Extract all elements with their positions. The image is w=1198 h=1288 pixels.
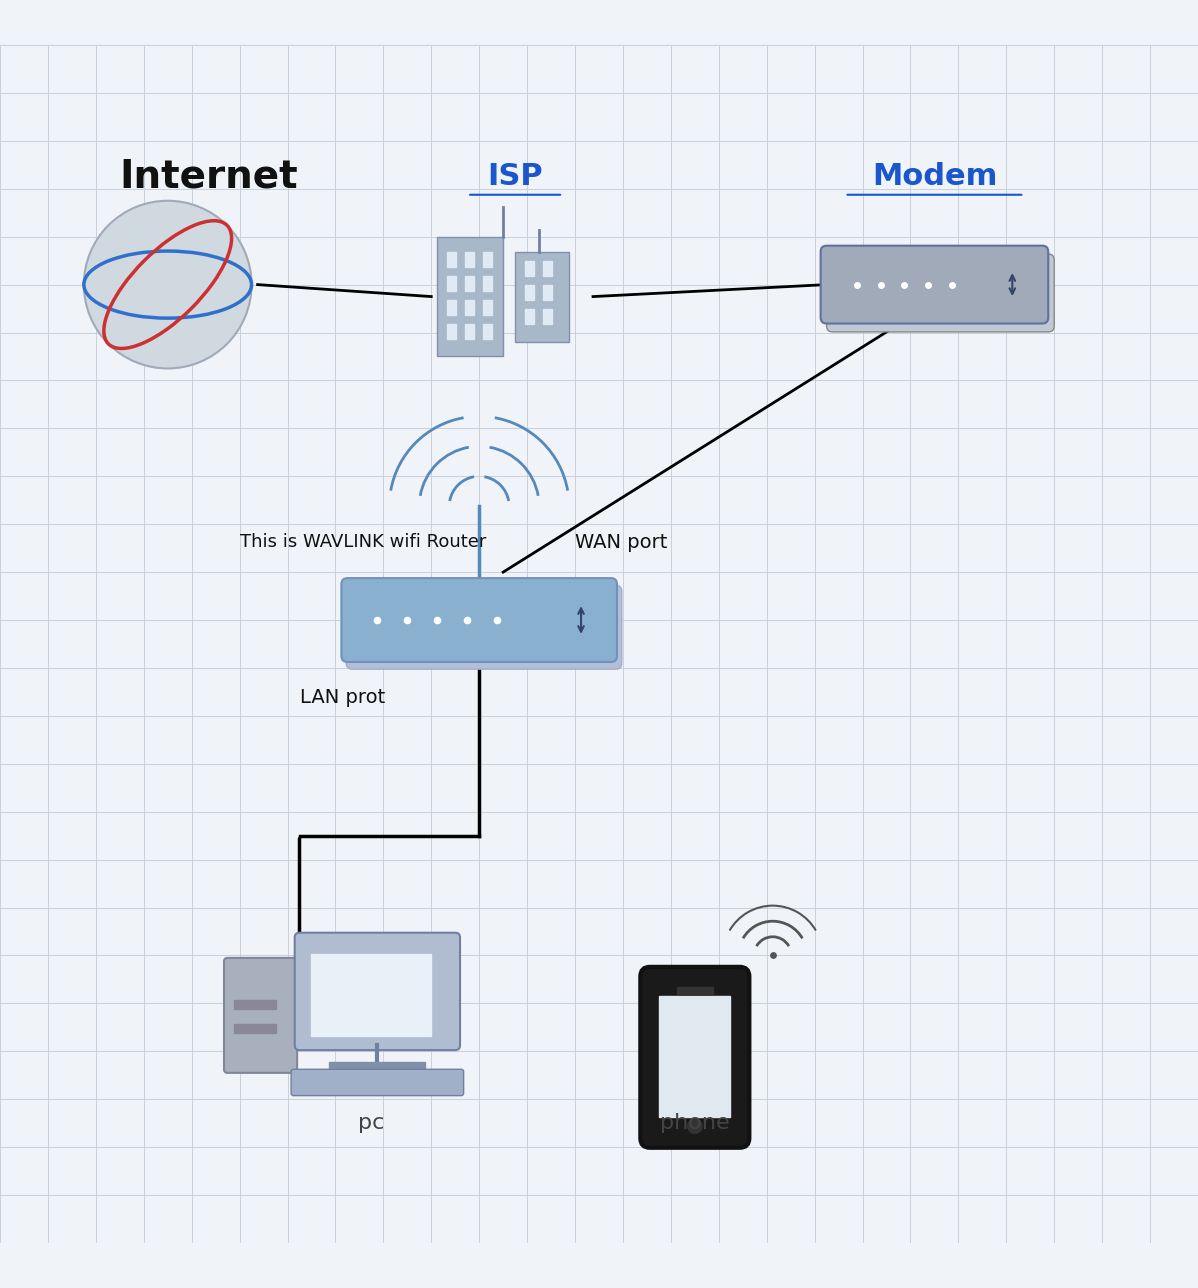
Bar bbox=[311, 954, 431, 1036]
Bar bbox=[483, 252, 492, 267]
Bar bbox=[465, 325, 474, 339]
Bar bbox=[447, 300, 456, 314]
FancyBboxPatch shape bbox=[224, 958, 297, 1073]
Text: Modem: Modem bbox=[872, 162, 997, 192]
Bar bbox=[543, 285, 552, 300]
Bar bbox=[465, 276, 474, 291]
Text: ISP: ISP bbox=[488, 162, 543, 192]
FancyBboxPatch shape bbox=[291, 1069, 464, 1096]
Bar bbox=[447, 252, 456, 267]
FancyBboxPatch shape bbox=[295, 933, 460, 1050]
Text: pc: pc bbox=[358, 1113, 385, 1133]
FancyBboxPatch shape bbox=[827, 254, 1054, 332]
Bar bbox=[329, 1063, 425, 1072]
Bar bbox=[483, 276, 492, 291]
Text: Internet: Internet bbox=[120, 157, 298, 196]
Bar bbox=[465, 252, 474, 267]
Text: LAN prot: LAN prot bbox=[300, 688, 385, 707]
FancyBboxPatch shape bbox=[821, 246, 1048, 323]
Text: WAN port: WAN port bbox=[575, 533, 667, 551]
Bar bbox=[234, 999, 276, 1010]
FancyBboxPatch shape bbox=[515, 251, 569, 341]
Bar bbox=[677, 987, 713, 994]
Circle shape bbox=[688, 1119, 702, 1133]
Bar bbox=[483, 300, 492, 314]
FancyBboxPatch shape bbox=[437, 237, 503, 357]
Bar bbox=[659, 996, 730, 1117]
Text: This is WAVLINK wifi Router: This is WAVLINK wifi Router bbox=[240, 533, 486, 551]
Bar bbox=[543, 261, 552, 276]
Circle shape bbox=[84, 201, 252, 368]
Bar bbox=[525, 261, 534, 276]
Bar bbox=[447, 276, 456, 291]
Bar bbox=[234, 1024, 276, 1033]
FancyBboxPatch shape bbox=[640, 967, 750, 1148]
Bar bbox=[465, 300, 474, 314]
Bar bbox=[543, 309, 552, 323]
FancyBboxPatch shape bbox=[346, 585, 622, 670]
Bar bbox=[483, 325, 492, 339]
Bar bbox=[525, 285, 534, 300]
FancyBboxPatch shape bbox=[341, 578, 617, 662]
Bar bbox=[447, 325, 456, 339]
Text: phone: phone bbox=[660, 1113, 730, 1133]
Bar bbox=[525, 309, 534, 323]
